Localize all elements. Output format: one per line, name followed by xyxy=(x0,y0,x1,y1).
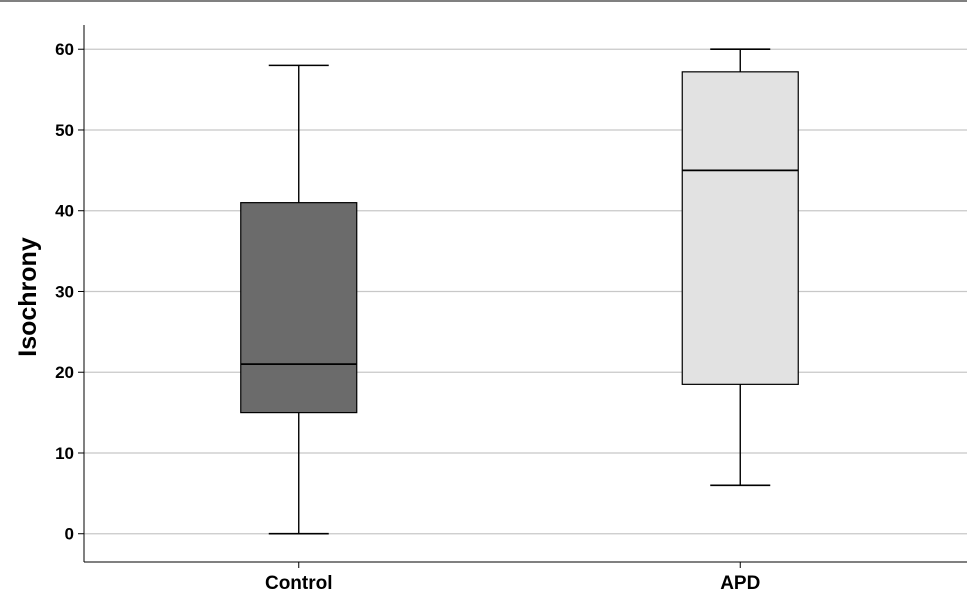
y-tick-label: 30 xyxy=(55,282,74,301)
y-tick-label: 0 xyxy=(65,525,74,544)
tick-labels: 0 10 20 30 40 50 60 Control APD xyxy=(55,40,760,594)
box-series xyxy=(240,48,799,535)
x-tick-label-apd: APD xyxy=(720,573,760,594)
y-tick-label: 20 xyxy=(55,363,74,382)
x-tick-label-control: Control xyxy=(265,573,333,594)
gridlines xyxy=(84,48,967,535)
axes xyxy=(78,25,967,568)
iqr-box xyxy=(240,202,358,414)
y-axis-title: Isochrony xyxy=(14,237,42,357)
y-tick-label: 10 xyxy=(55,444,74,463)
box-apd xyxy=(681,48,799,487)
y-tick-label: 60 xyxy=(55,40,74,59)
y-tick-label: 50 xyxy=(55,121,74,140)
box-control xyxy=(240,64,358,535)
iqr-box xyxy=(681,71,799,385)
y-tick-label: 40 xyxy=(55,202,74,221)
